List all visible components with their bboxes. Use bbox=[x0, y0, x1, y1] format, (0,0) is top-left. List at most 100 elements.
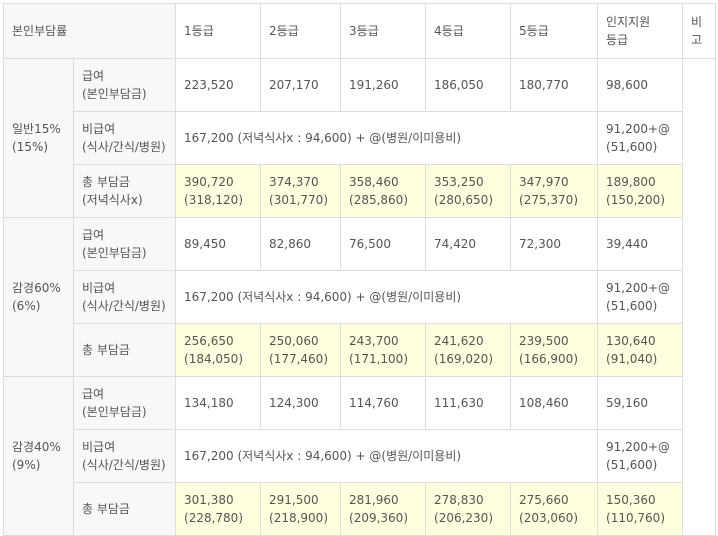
cell-text: 2등급 bbox=[269, 24, 299, 38]
value-cell: 250,060 (177,460) bbox=[260, 323, 342, 377]
header-cell: 1등급 bbox=[175, 3, 262, 59]
cell-text: 241,620 bbox=[434, 334, 484, 348]
cell-text: 281,960 bbox=[349, 493, 399, 507]
cell-text: 250,060 bbox=[269, 334, 319, 348]
cell-text: (218,900) bbox=[269, 511, 329, 525]
cell-text: 275,660 bbox=[519, 493, 569, 507]
header-cell: 본인부담률 bbox=[2, 3, 177, 59]
group-label: 일반15% (15%) bbox=[3, 58, 74, 218]
cell-text: 1등급 bbox=[184, 24, 214, 38]
cell-text: 고 bbox=[691, 33, 703, 47]
value-cell: 111,630 bbox=[425, 376, 512, 430]
cell-text: (209,360) bbox=[349, 511, 409, 525]
value-cell: 374,370 (301,770) bbox=[260, 164, 342, 218]
cell-text: 총 부담금 bbox=[82, 343, 130, 357]
row-label: 총 부담금 bbox=[72, 323, 177, 377]
header-cell: 3등급 bbox=[340, 3, 427, 59]
cell-text: 감경40% bbox=[12, 440, 61, 454]
cell-text: 189,800 bbox=[606, 175, 656, 189]
cell-text: 76,500 bbox=[349, 237, 392, 251]
value-cell: 82,860 bbox=[260, 217, 342, 271]
cell-text: (228,780) bbox=[184, 511, 244, 525]
header-cell: 2등급 bbox=[260, 3, 342, 59]
cell-text: (본인부담금) bbox=[82, 246, 147, 260]
value-cell: 353,250 (280,650) bbox=[425, 164, 512, 218]
cell-text: (51,600) bbox=[606, 458, 658, 472]
cell-text: (식사/간식/병원) bbox=[82, 299, 166, 313]
value-cell: 72,300 bbox=[510, 217, 599, 271]
cell-text: (166,900) bbox=[519, 352, 579, 366]
value-cell: 89,450 bbox=[175, 217, 262, 271]
cell-text: (206,230) bbox=[434, 511, 494, 525]
cell-text: (285,860) bbox=[349, 193, 409, 207]
value-cell: 108,460 bbox=[510, 376, 599, 430]
span-cell: 167,200 (저녁식사x : 94,600) + @(병원/이미용비) bbox=[175, 270, 599, 324]
cell-text: 390,720 bbox=[184, 175, 234, 189]
group-label: 감경40% (9%) bbox=[3, 376, 74, 536]
cell-text: 4등급 bbox=[434, 24, 464, 38]
row-label: 급여 (본인부담금) bbox=[72, 376, 177, 430]
value-cell: 91,200+@ (51,600) bbox=[597, 111, 684, 165]
cell-text: 89,450 bbox=[184, 237, 227, 251]
cell-text: 총 부담금 bbox=[82, 502, 130, 516]
cell-text: 130,640 bbox=[606, 334, 656, 348]
value-cell: 278,830 (206,230) bbox=[425, 482, 512, 536]
cell-text: (177,460) bbox=[269, 352, 329, 366]
value-cell: 186,050 bbox=[425, 58, 512, 112]
cell-text: (110,760) bbox=[606, 511, 666, 525]
cell-text: (301,770) bbox=[269, 193, 329, 207]
cell-text: 353,250 bbox=[434, 175, 484, 189]
cell-text: 일반15% bbox=[12, 122, 61, 136]
cell-text: (식사/간식/병원) bbox=[82, 458, 166, 472]
cell-text: 본인부담률 bbox=[12, 24, 68, 38]
cell-text: 3등급 bbox=[349, 24, 379, 38]
value-cell: 74,420 bbox=[425, 217, 512, 271]
cell-text: 347,970 bbox=[519, 175, 569, 189]
value-cell: 134,180 bbox=[175, 376, 262, 430]
cell-text: 59,160 bbox=[606, 396, 649, 410]
cell-text: (318,120) bbox=[184, 193, 244, 207]
cell-text: (15%) bbox=[12, 140, 49, 154]
cell-text: (본인부담금) bbox=[82, 87, 147, 101]
value-cell: 98,600 bbox=[597, 58, 684, 112]
row-label: 급여 (본인부담금) bbox=[72, 217, 177, 271]
cell-text: 358,460 bbox=[349, 175, 399, 189]
cell-text: 감경60% bbox=[12, 281, 61, 295]
value-cell: 243,700 (171,100) bbox=[340, 323, 427, 377]
cost-table: 본인부담률 1등급 2등급 3등급 4등급 5등급 인지지원 등급 비 고 일반15% (15%) 급여… bbox=[2, 3, 717, 536]
cell-text: (275,370) bbox=[519, 193, 579, 207]
row-label: 비급여 (식사/간식/병원) bbox=[72, 429, 177, 483]
cell-text: 114,760 bbox=[349, 396, 399, 410]
cell-text: (91,040) bbox=[606, 352, 658, 366]
cell-text: (저녁식사x) bbox=[82, 193, 143, 207]
cell-text: (150,200) bbox=[606, 193, 666, 207]
cell-text: 239,500 bbox=[519, 334, 569, 348]
cell-text: 72,300 bbox=[519, 237, 562, 251]
cell-text: 278,830 bbox=[434, 493, 484, 507]
cell-text: 134,180 bbox=[184, 396, 234, 410]
cell-text: 301,380 bbox=[184, 493, 234, 507]
value-cell: 239,500 (166,900) bbox=[510, 323, 599, 377]
value-cell: 191,260 bbox=[340, 58, 427, 112]
cell-text: (6%) bbox=[12, 299, 41, 313]
cell-text: 비급여 bbox=[82, 440, 116, 454]
cell-text: 급여 bbox=[82, 228, 105, 242]
value-cell: 59,160 bbox=[597, 376, 684, 430]
value-cell: 301,380 (228,780) bbox=[175, 482, 262, 536]
cell-text: 223,520 bbox=[184, 78, 234, 92]
value-cell: 124,300 bbox=[260, 376, 342, 430]
cell-text: (51,600) bbox=[606, 140, 658, 154]
value-cell: 114,760 bbox=[340, 376, 427, 430]
cell-text: 111,630 bbox=[434, 396, 484, 410]
value-cell: 207,170 bbox=[260, 58, 342, 112]
cell-text: 256,650 bbox=[184, 334, 234, 348]
row-label: 총 부담금 bbox=[72, 482, 177, 536]
cell-text: 108,460 bbox=[519, 396, 569, 410]
cell-text: (9%) bbox=[12, 458, 41, 472]
row-label: 비급여 (식사/간식/병원) bbox=[72, 270, 177, 324]
value-cell: 180,770 bbox=[510, 58, 599, 112]
cell-text: 급여 bbox=[82, 387, 105, 401]
row-label: 급여 (본인부담금) bbox=[72, 58, 177, 112]
